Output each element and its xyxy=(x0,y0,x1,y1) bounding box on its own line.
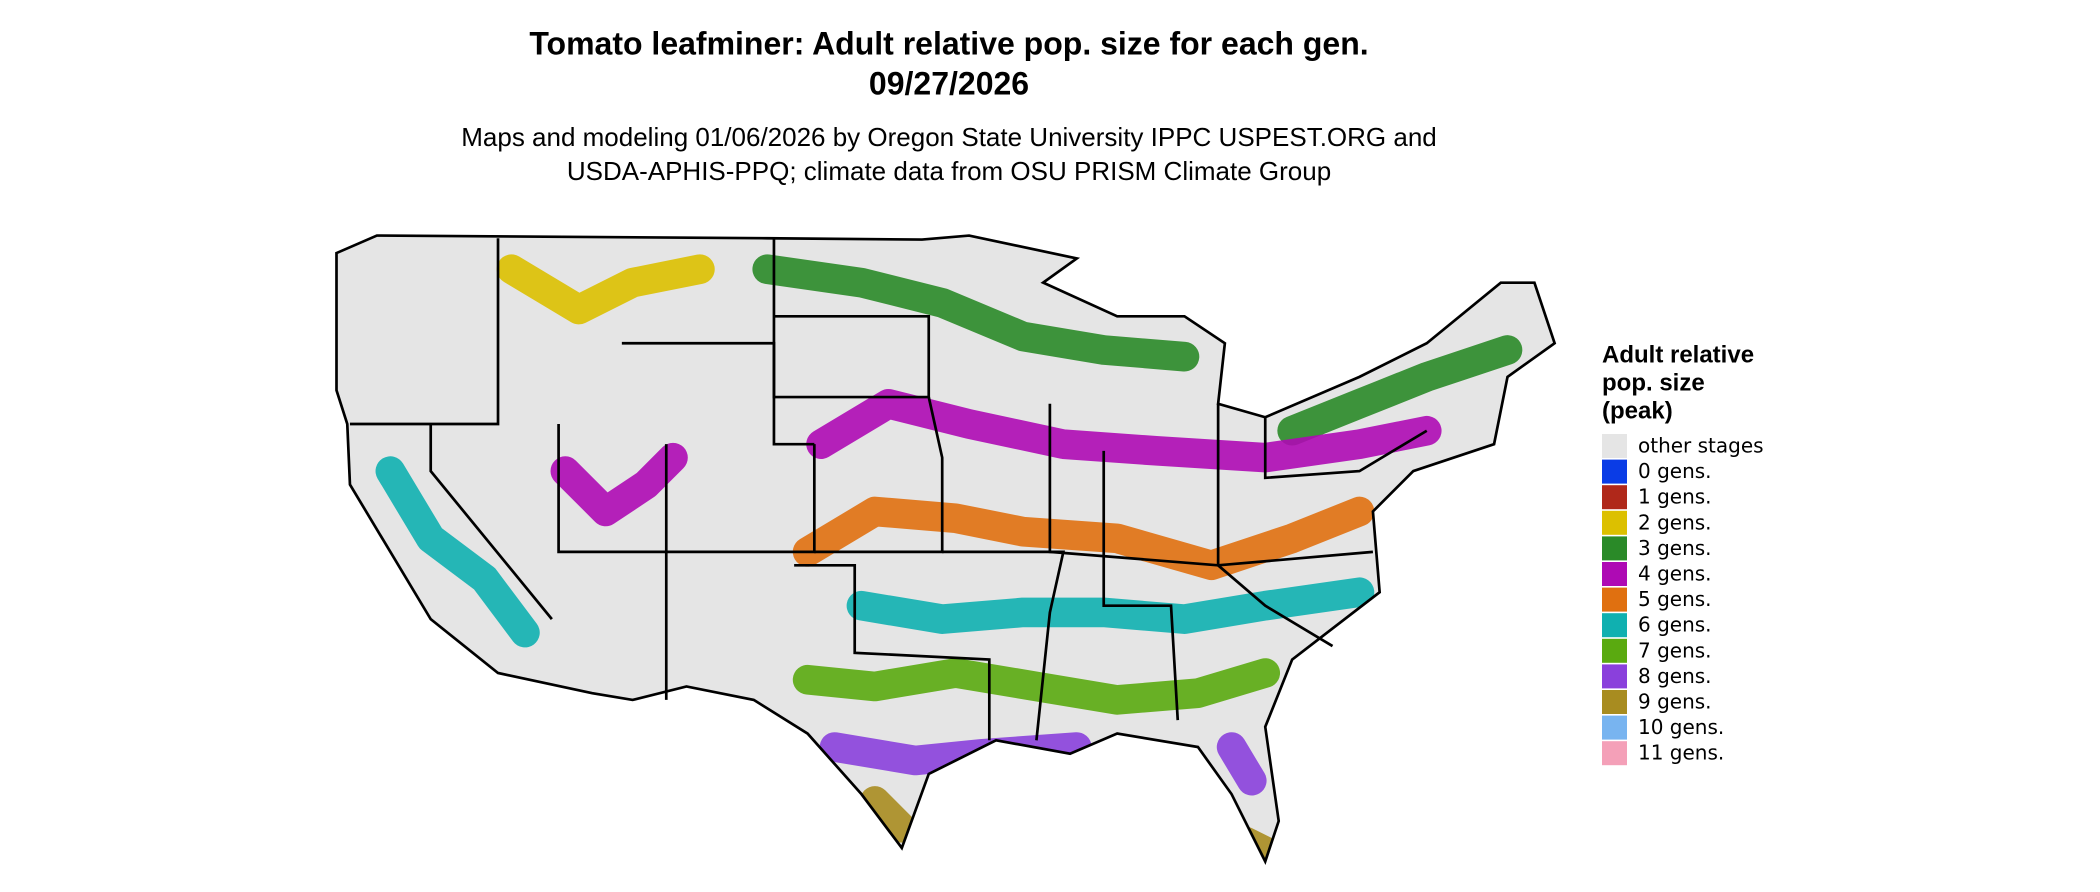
legend-label: 6 gens. xyxy=(1638,613,1712,637)
legend-label: 9 gens. xyxy=(1638,690,1712,714)
legend-label: 11 gens. xyxy=(1638,741,1724,765)
legend-swatch xyxy=(1602,664,1627,689)
legend-swatch xyxy=(1602,715,1627,740)
title: Tomato leafminer: Adult relative pop. si… xyxy=(529,25,1368,61)
subtitle: USDA-APHIS-PPQ; climate data from OSU PR… xyxy=(567,156,1331,186)
legend: Adult relative pop. size (peak) other st… xyxy=(1602,341,1764,766)
legend-swatch xyxy=(1602,485,1627,510)
legend-title: (peak) xyxy=(1602,397,1673,424)
legend-label: other stages xyxy=(1638,434,1764,458)
legend-swatch xyxy=(1602,638,1627,663)
legend-title: Adult relative xyxy=(1602,341,1754,368)
legend-label: 5 gens. xyxy=(1638,587,1712,611)
legend-label: 0 gens. xyxy=(1638,459,1712,483)
date: 09/27/2026 xyxy=(869,65,1029,101)
legend-swatch xyxy=(1602,741,1627,766)
map xyxy=(335,234,1556,863)
legend-label: 3 gens. xyxy=(1638,536,1712,560)
legend-label: 1 gens. xyxy=(1638,485,1712,509)
legend-swatch xyxy=(1602,613,1627,638)
legend-label: 2 gens. xyxy=(1638,510,1712,534)
legend-label: 4 gens. xyxy=(1638,562,1712,586)
subtitle: Maps and modeling 01/06/2026 by Oregon S… xyxy=(461,122,1437,152)
legend-swatch xyxy=(1602,562,1627,586)
legend-swatch xyxy=(1602,510,1627,535)
legend-label: 10 gens. xyxy=(1638,715,1724,739)
legend-title: pop. size xyxy=(1602,369,1705,396)
legend-swatch xyxy=(1602,587,1627,612)
legend-swatch xyxy=(1602,434,1627,458)
state-borders xyxy=(335,234,1556,863)
legend-swatch xyxy=(1602,690,1627,714)
land xyxy=(336,235,1555,862)
legend-label: 8 gens. xyxy=(1638,664,1712,688)
legend-swatch xyxy=(1602,459,1627,484)
legend-label: 7 gens. xyxy=(1638,638,1712,662)
legend-swatch xyxy=(1602,536,1627,561)
